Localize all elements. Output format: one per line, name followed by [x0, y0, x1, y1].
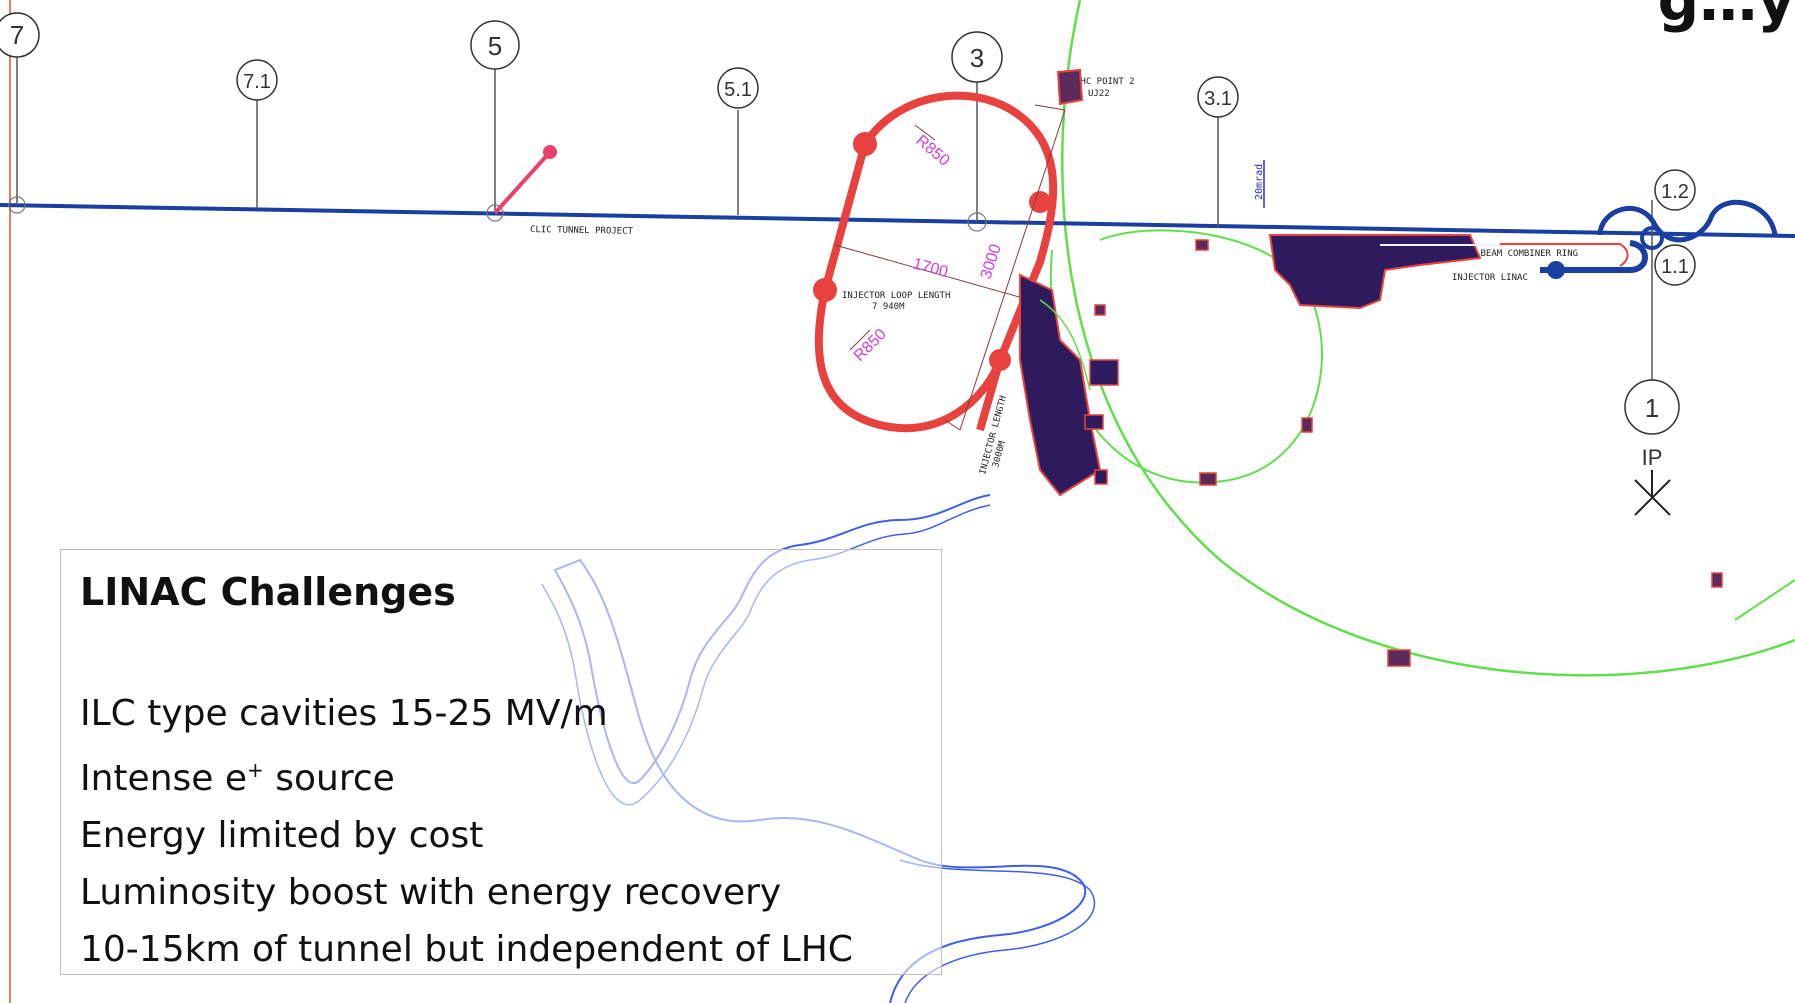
tunnel-small-circles: [8, 196, 987, 232]
list-item: Energy limited by cost: [80, 815, 484, 856]
marker-1-1: 1.1: [1661, 256, 1689, 278]
pink-stub-end: [543, 145, 557, 159]
dim-1700: 1700: [911, 255, 950, 281]
linac-node: [1547, 261, 1565, 279]
drive-beam-label: DRIVE BEAM COMBINER RING: [1448, 249, 1578, 259]
marker-circles: [0, 12, 1696, 435]
injector-linac-red: [976, 358, 1004, 432]
list-item-text: Intense e: [80, 758, 248, 799]
marker-3: 3: [970, 43, 984, 73]
combiner-loops: [1597, 199, 1778, 243]
loop-nodes: [813, 132, 1051, 371]
dimension-lines: [834, 104, 1066, 431]
lhc-ring-stub: [1734, 579, 1795, 621]
list-item: Luminosity boost with energy recovery: [80, 872, 782, 913]
marker-5-1-circle: [717, 67, 759, 109]
marker-stems: [16, 55, 1653, 380]
ip-ring: [1640, 226, 1664, 250]
r850-bottom: R850: [851, 326, 890, 365]
drive-beam-complex: [1268, 234, 1482, 310]
marker-1-1-circle: [1654, 244, 1696, 286]
injector-loop-sub: 7 940M: [872, 302, 905, 312]
marker-7-1-circle: [236, 59, 278, 101]
angle-label: 20mrad: [1254, 164, 1265, 200]
pink-stub: [493, 150, 552, 215]
clic-tunnel-label: CLIC TUNNEL PROJECT: [530, 225, 634, 237]
marker-5-circle: [470, 20, 520, 70]
marker-3-1-circle: [1197, 76, 1239, 118]
ip-label: IP: [1642, 445, 1663, 470]
lhc-point-sub: UJ22: [1088, 89, 1110, 99]
marker-7-1: 7.1: [243, 71, 271, 93]
marker-1-2-circle: [1654, 169, 1696, 211]
access-shafts: [1094, 239, 1723, 667]
challenges-list: ILC type cavities 15-25 MV/m Intense e+ …: [80, 685, 853, 978]
river-lower: [899, 859, 1096, 1003]
marker-7: 7: [10, 20, 24, 50]
marker-5-1: 5.1: [724, 79, 752, 101]
linac-challenges-box: LINAC Challenges ILC type cavities 15-25…: [60, 549, 942, 975]
marker-1: 1: [1645, 393, 1659, 423]
marker-3-1: 3.1: [1204, 88, 1232, 110]
slide-title-fragment: g…y: [1657, 0, 1795, 34]
drive-beam-outline: [1500, 243, 1629, 267]
positron-superscript: +: [247, 758, 264, 782]
marker-labels: 7 7.1 5 5.1 3 3.1 1.2 1.1 1: [10, 20, 1689, 423]
marker-1-circle: [1624, 379, 1680, 435]
list-item: ILC type cavities 15-25 MV/m: [80, 693, 608, 734]
marker-1-2: 1.2: [1661, 181, 1689, 203]
site-annexes: [1084, 359, 1119, 485]
list-item: Intense e+ source: [80, 742, 853, 807]
lhc-point-label: LHC POINT 2: [1075, 77, 1135, 87]
marker-5: 5: [488, 31, 502, 61]
marker-7-circle: [0, 12, 40, 58]
injector-linac-label: INJECTOR LINAC: [1452, 273, 1528, 283]
marker-3-circle: [951, 31, 1003, 83]
linac-challenges-heading: LINAC Challenges: [80, 570, 456, 614]
lhc-point-building: [1056, 68, 1084, 106]
clic-tunnel-line: [0, 203, 1795, 238]
site-green-road: [1039, 299, 1091, 391]
ip-cross-icon: [1634, 470, 1671, 516]
magenta-labels: R850 R850 1700 3000: [851, 132, 1005, 365]
injector-linac-blue: [1540, 240, 1648, 273]
list-item-suffix: source: [263, 758, 395, 799]
dim-3000: 3000: [978, 242, 1005, 281]
injector-loop-label: INJECTOR LOOP LENGTH: [842, 291, 950, 301]
list-item: 10-15km of tunnel but independent of LHC: [80, 929, 853, 970]
lhc-ring: [1061, 0, 1795, 677]
